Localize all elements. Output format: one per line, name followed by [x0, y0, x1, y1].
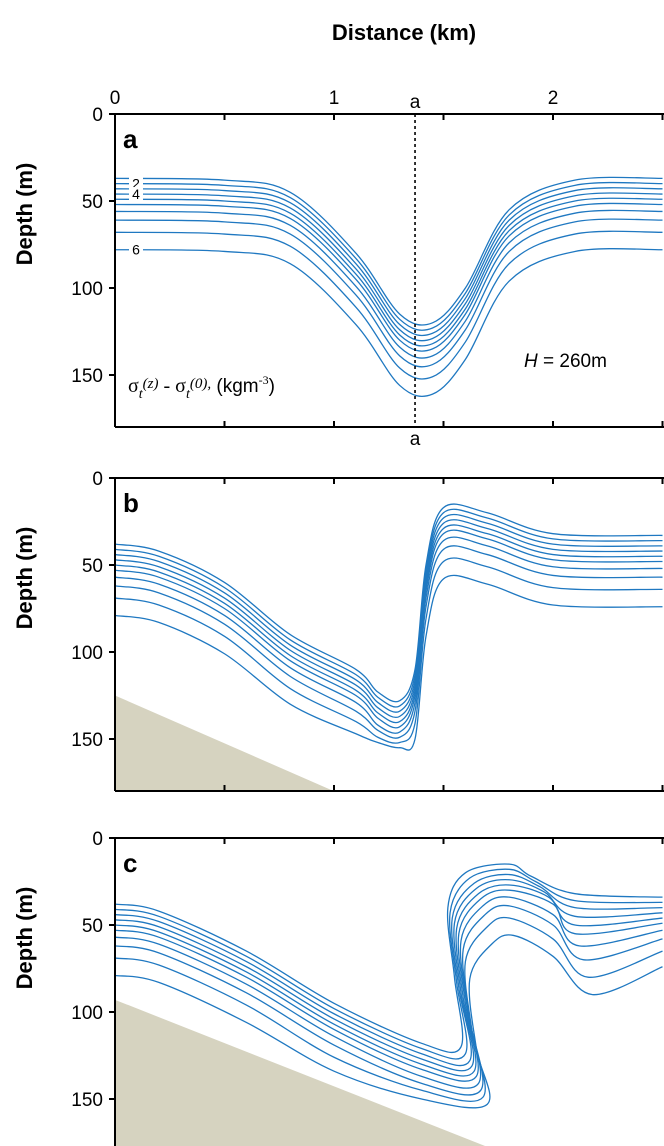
y-tick-label: 100 [71, 643, 103, 664]
panel-a-contour-7 [115, 209, 663, 359]
panel-a-contour-1 [115, 176, 663, 326]
y-tick-label: 50 [82, 556, 103, 577]
panel-a-contour-9 [115, 230, 663, 380]
panel-c-contour-10 [115, 934, 663, 1109]
x-tick-label: 0 [110, 88, 121, 109]
panel-a-contour-10 [115, 248, 663, 398]
panel-b: 0 50 100 150 Depth (m) b [12, 469, 664, 792]
y-tick-label: 0 [92, 105, 103, 126]
panel-c-contour-2 [115, 868, 663, 1060]
section-marker-top: a [410, 92, 421, 113]
panel-b-y-axis-title: Depth (m) [12, 527, 37, 630]
panel-a-contour-5 [115, 197, 663, 347]
panel-a-contour-8 [115, 218, 663, 368]
section-marker-bottom: a [410, 429, 421, 450]
panel-b-contour-10 [115, 574, 663, 751]
depth-H-annotation: H = 260m [524, 351, 607, 372]
panel-b-contour-9 [115, 557, 663, 744]
bathymetry-seabed [115, 999, 486, 1146]
x-tick-label: 1 [329, 88, 340, 109]
panel-c-letter: c [123, 848, 137, 878]
panel-b-contour-8 [115, 545, 663, 739]
y-tick-label: 50 [82, 192, 103, 213]
panel-a-contour-2 [115, 181, 663, 331]
panel-a-contour-6 [115, 202, 663, 352]
y-tick-label: 100 [71, 279, 103, 300]
panel-a-contour-4 [115, 192, 663, 342]
panel-b-contour-4 [115, 519, 663, 718]
panel-b-contour-5 [115, 524, 663, 724]
contour-label-4: 4 [132, 186, 140, 202]
panel-b-letter: b [123, 488, 139, 518]
panel-a-contour-3 [115, 187, 663, 337]
panel-c-contour-3 [115, 873, 663, 1067]
y-tick-label: 50 [82, 916, 103, 937]
contour-label-2: 2 [132, 176, 140, 192]
bathymetry-seabed [115, 695, 334, 791]
x-tick-label: 2 [548, 88, 559, 109]
panel-a-letter: a [123, 124, 138, 154]
panel-b-contour-2 [115, 508, 663, 708]
y-tick-label: 150 [71, 366, 103, 387]
panel-c-contour-9 [115, 916, 663, 1102]
y-tick-label: 100 [71, 1003, 103, 1024]
panel-c-y-axis-title: Depth (m) [12, 887, 37, 990]
contour-label-6: 6 [132, 242, 140, 258]
panel-a-y-axis-title: Depth (m) [12, 163, 37, 266]
y-tick-label: 150 [71, 730, 103, 751]
panel-b-contour-1 [115, 503, 663, 703]
y-tick-label: 0 [92, 469, 103, 490]
panel-b-contour-6 [115, 529, 663, 729]
panel-c-contour-1 [115, 863, 663, 1054]
panel-b-contour-7 [115, 536, 663, 734]
panel-c-contour-5 [115, 884, 663, 1077]
panel-c-contour-6 [115, 889, 663, 1082]
panel-c-contour-4 [115, 879, 663, 1072]
panel-c: 0 50 100 150 Depth (m) c [12, 829, 664, 1146]
y-tick-label: 0 [92, 829, 103, 850]
y-tick-label: 150 [71, 1090, 103, 1111]
density-annotation: σt(z) - σt(0), (kgm-3) [128, 373, 275, 402]
x-axis-title: Distance (km) [332, 20, 476, 45]
panel-b-contour-3 [115, 513, 663, 713]
